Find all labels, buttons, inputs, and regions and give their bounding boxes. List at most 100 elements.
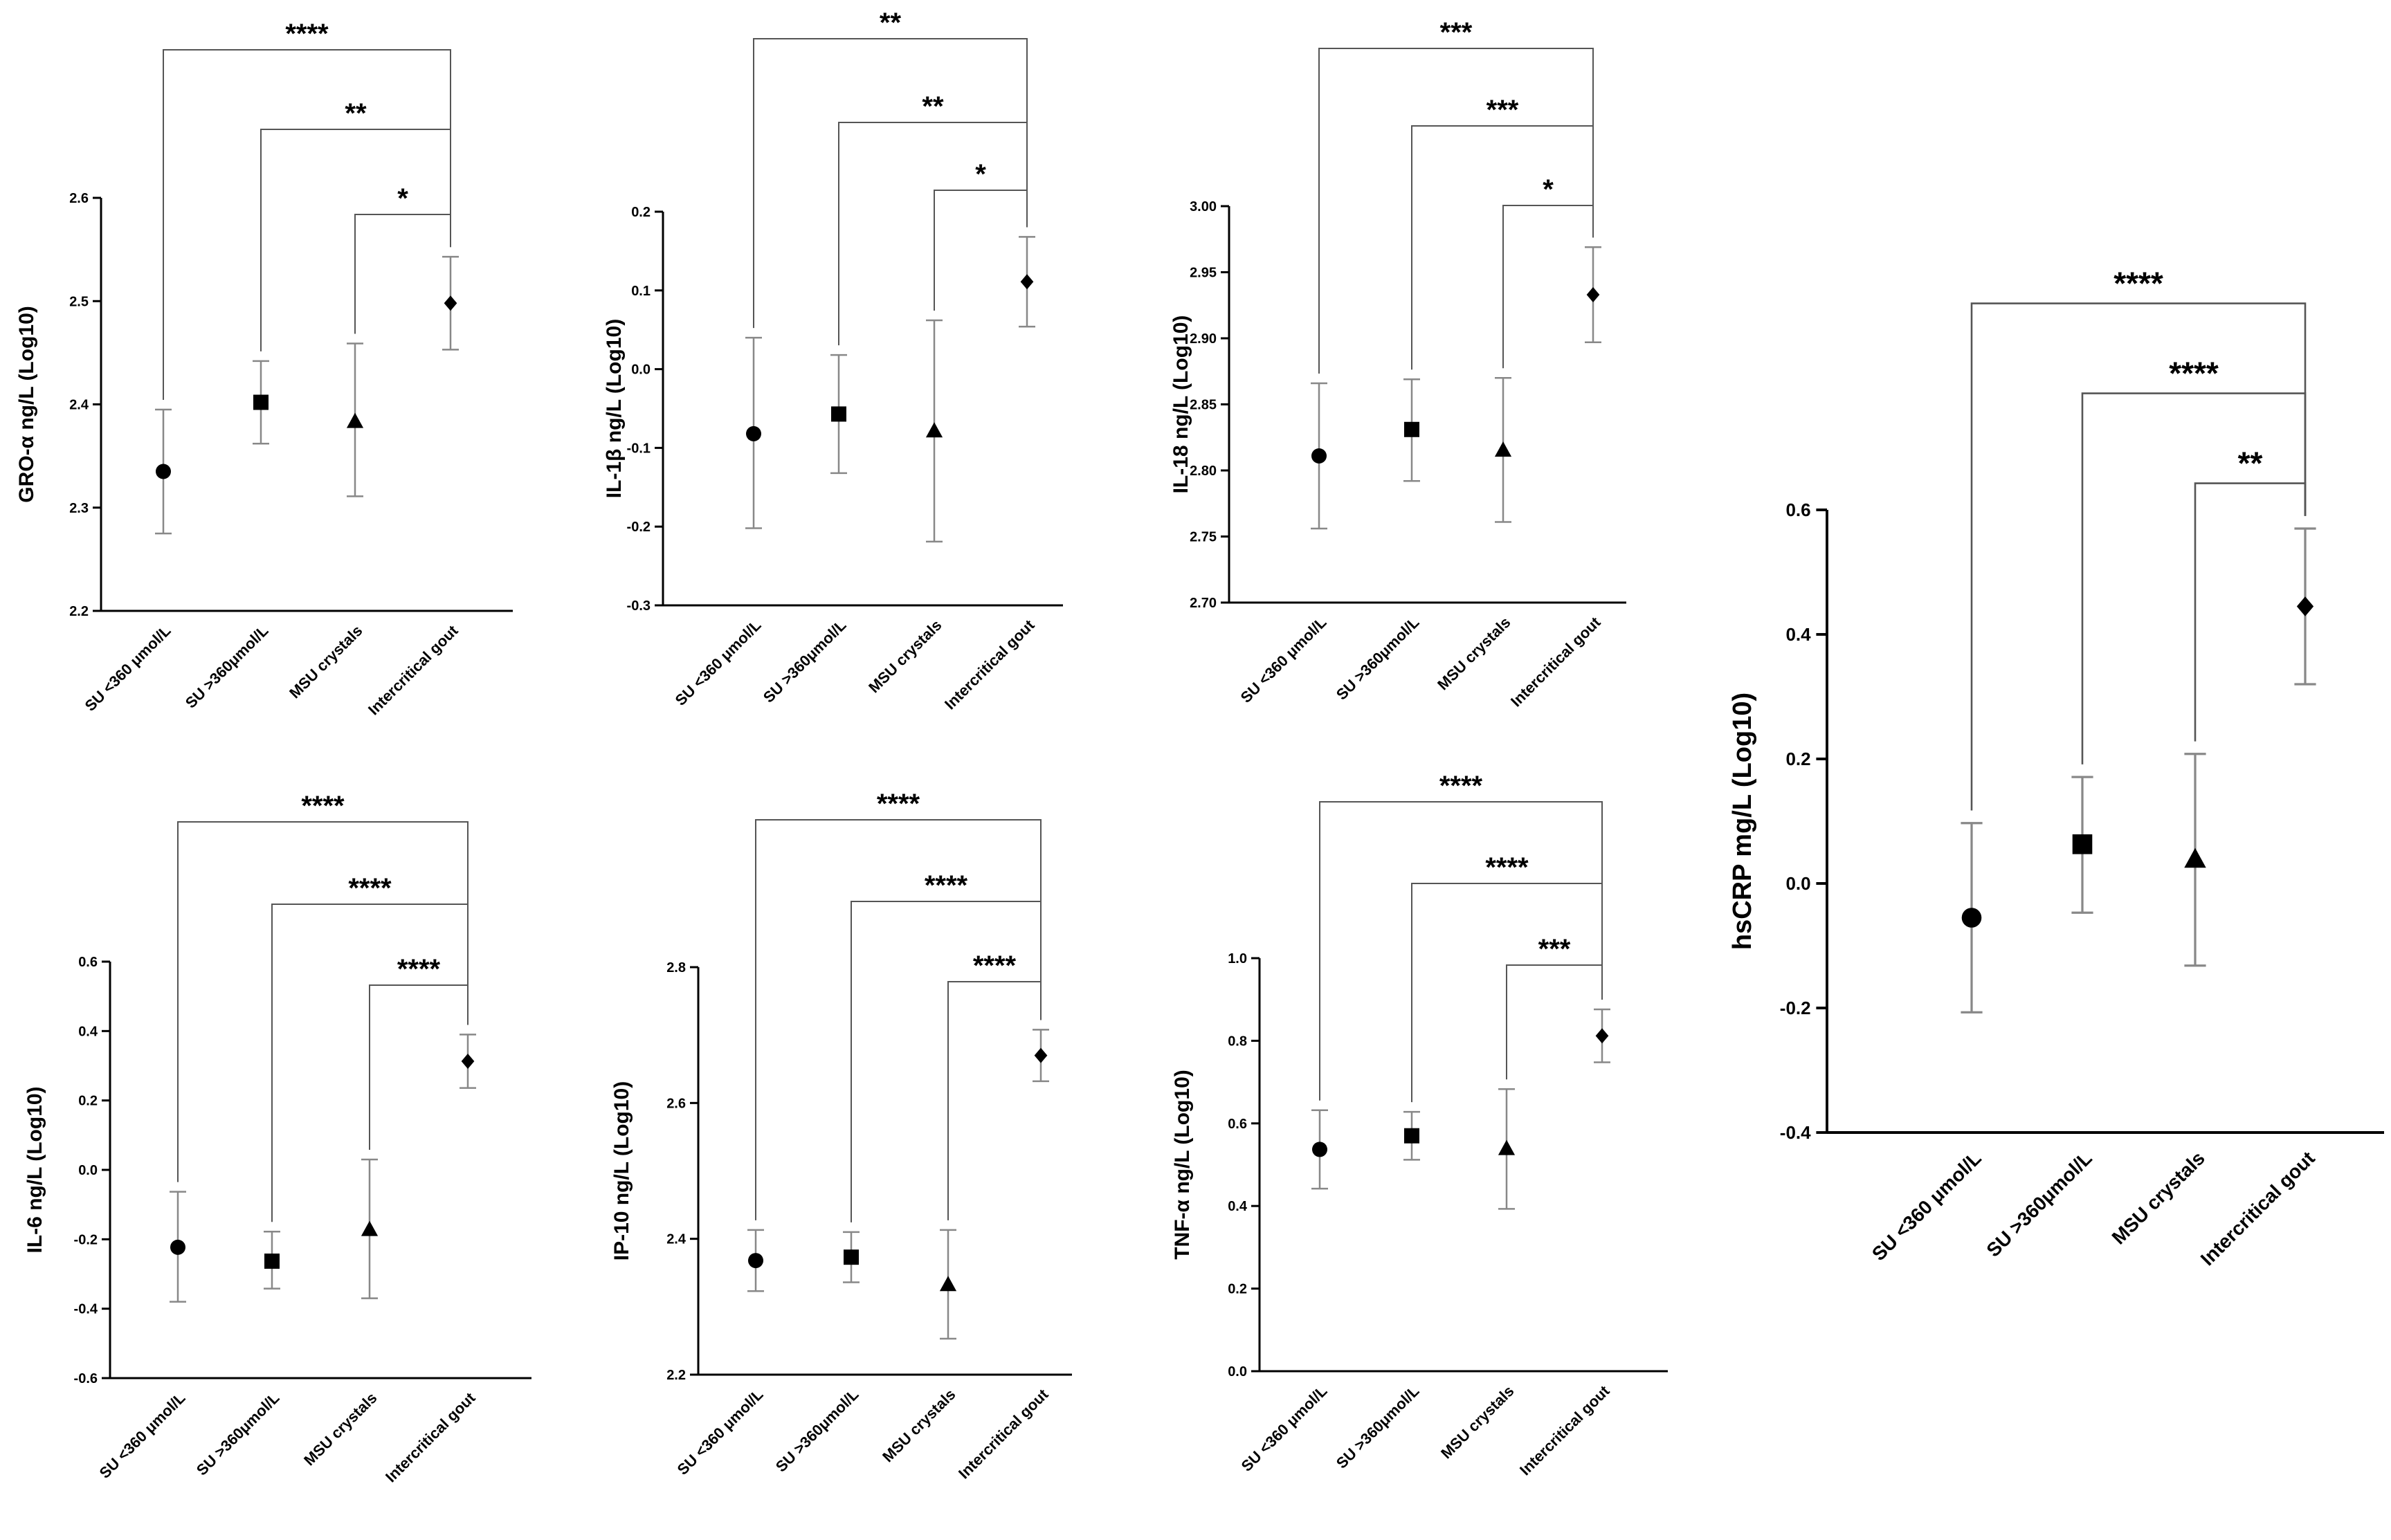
y-tick-label: -0.1	[627, 441, 651, 456]
y-tick-label: 0.8	[1228, 1034, 1247, 1049]
significance-bracket	[851, 901, 1042, 1222]
significance-label: *	[397, 183, 408, 214]
y-tick-label: 0.0	[1785, 873, 1810, 894]
significance-bracket	[1411, 125, 1594, 370]
y-axis-label: TNF-α ng/L (Log10)	[1171, 1070, 1194, 1260]
y-tick-label: 0.2	[1228, 1282, 1247, 1297]
significance-label: **	[880, 8, 902, 38]
y-tick-label: 2.3	[69, 501, 89, 516]
y-tick-label: 0.6	[1228, 1117, 1247, 1132]
y-axis-label: IP-10 ng/L (Log10)	[610, 1081, 633, 1261]
data-point-triangle	[1494, 441, 1512, 457]
data-point-triangle	[939, 1276, 957, 1292]
significance-label: ****	[1439, 771, 1483, 801]
significance-label: **	[922, 91, 944, 122]
y-axis-label: IL-1β ng/L (Log10)	[603, 319, 626, 498]
y-tick-label: 2.6	[666, 1096, 686, 1111]
significance-label: ****	[925, 870, 968, 901]
y-tick-label: 2.8	[666, 960, 686, 975]
y-tick-label: 0.2	[78, 1094, 98, 1109]
data-point-square	[844, 1249, 859, 1265]
data-point-square	[253, 394, 269, 410]
y-axis-label: GRO-α ng/L (Log10)	[15, 306, 38, 503]
y-tick-label: 0.0	[631, 363, 651, 378]
significance-bracket	[354, 214, 451, 334]
significance-bracket	[271, 904, 469, 1222]
y-tick-label: 0.4	[1228, 1199, 1248, 1214]
significance-bracket	[369, 984, 469, 1150]
significance-label: **	[2238, 446, 2263, 482]
significance-label: ****	[2113, 266, 2163, 302]
data-point-triangle	[1498, 1139, 1516, 1155]
y-tick-label: 2.75	[1190, 530, 1217, 545]
data-point-diamond	[1595, 1028, 1609, 1044]
significance-bracket	[1506, 964, 1603, 1080]
data-point-triangle	[346, 412, 364, 428]
y-tick-label: 0.6	[1785, 499, 1810, 520]
y-tick-label: 2.4	[69, 398, 89, 413]
y-axis-label: IL-18 ng/L (Log10)	[1170, 315, 1192, 494]
data-point-diamond	[444, 295, 457, 311]
y-tick-label: 0.1	[631, 284, 651, 299]
data-point-circle	[156, 464, 171, 479]
data-point-square	[2072, 834, 2093, 854]
data-point-circle	[1311, 448, 1327, 464]
data-point-diamond	[1034, 1047, 1048, 1063]
data-point-circle	[1312, 1142, 1327, 1157]
y-tick-label: 0.0	[1228, 1364, 1247, 1379]
data-point-circle	[170, 1239, 185, 1255]
y-axis-label: IL-6 ng/L (Log10)	[24, 1086, 46, 1253]
significance-bracket	[947, 981, 1042, 1220]
significance-bracket	[934, 190, 1028, 311]
data-point-diamond	[461, 1053, 475, 1069]
significance-label: ***	[1487, 95, 1519, 125]
significance-bracket	[2194, 482, 2307, 742]
significance-bracket	[1502, 205, 1594, 369]
y-tick-label: 0.4	[1785, 624, 1811, 645]
data-point-triangle	[361, 1220, 379, 1236]
y-tick-label: -0.4	[74, 1302, 98, 1317]
y-tick-label: 2.4	[666, 1232, 687, 1247]
y-tick-label: 1.0	[1228, 951, 1247, 966]
significance-bracket	[260, 129, 451, 351]
y-tick-label: 2.90	[1190, 331, 1217, 347]
y-tick-label: 0.4	[78, 1024, 98, 1039]
significance-label: ****	[397, 954, 441, 984]
y-tick-label: -0.2	[627, 520, 651, 535]
y-tick-label: 2.85	[1190, 398, 1217, 413]
y-tick-label: 0.2	[1785, 749, 1810, 769]
y-tick-label: 0.0	[78, 1163, 98, 1178]
y-tick-label: 0.6	[78, 955, 98, 970]
significance-label: ****	[973, 951, 1017, 981]
y-axis-label: hsCRP mg/L (Log10)	[1728, 693, 1757, 950]
y-tick-label: 3.00	[1190, 199, 1217, 214]
data-point-diamond	[1586, 286, 1600, 302]
data-point-square	[831, 406, 846, 422]
data-point-square	[264, 1253, 280, 1269]
data-point-triangle	[2184, 847, 2206, 868]
y-tick-label: 2.2	[666, 1368, 686, 1383]
y-tick-label: 2.95	[1190, 266, 1217, 281]
significance-label: ***	[1440, 17, 1473, 48]
data-point-diamond	[1020, 274, 1034, 290]
y-tick-label: 2.80	[1190, 464, 1217, 479]
y-tick-label: -0.3	[627, 598, 651, 614]
y-tick-label: 2.5	[69, 294, 89, 309]
significance-label: ****	[348, 873, 392, 904]
data-point-square	[1404, 421, 1419, 437]
significance-label: ****	[877, 789, 920, 819]
significance-label: **	[345, 98, 367, 129]
data-point-circle	[1961, 908, 1982, 928]
significance-label: ****	[1485, 852, 1529, 883]
significance-label: *	[1543, 174, 1554, 205]
data-point-square	[1404, 1128, 1419, 1144]
y-tick-label: 0.2	[631, 205, 651, 220]
y-tick-label: -0.4	[1780, 1122, 1811, 1143]
significance-bracket	[838, 122, 1028, 346]
y-tick-label: -0.6	[74, 1371, 98, 1386]
significance-label: *	[975, 159, 986, 190]
data-point-diamond	[2296, 596, 2314, 616]
data-point-circle	[746, 425, 761, 441]
